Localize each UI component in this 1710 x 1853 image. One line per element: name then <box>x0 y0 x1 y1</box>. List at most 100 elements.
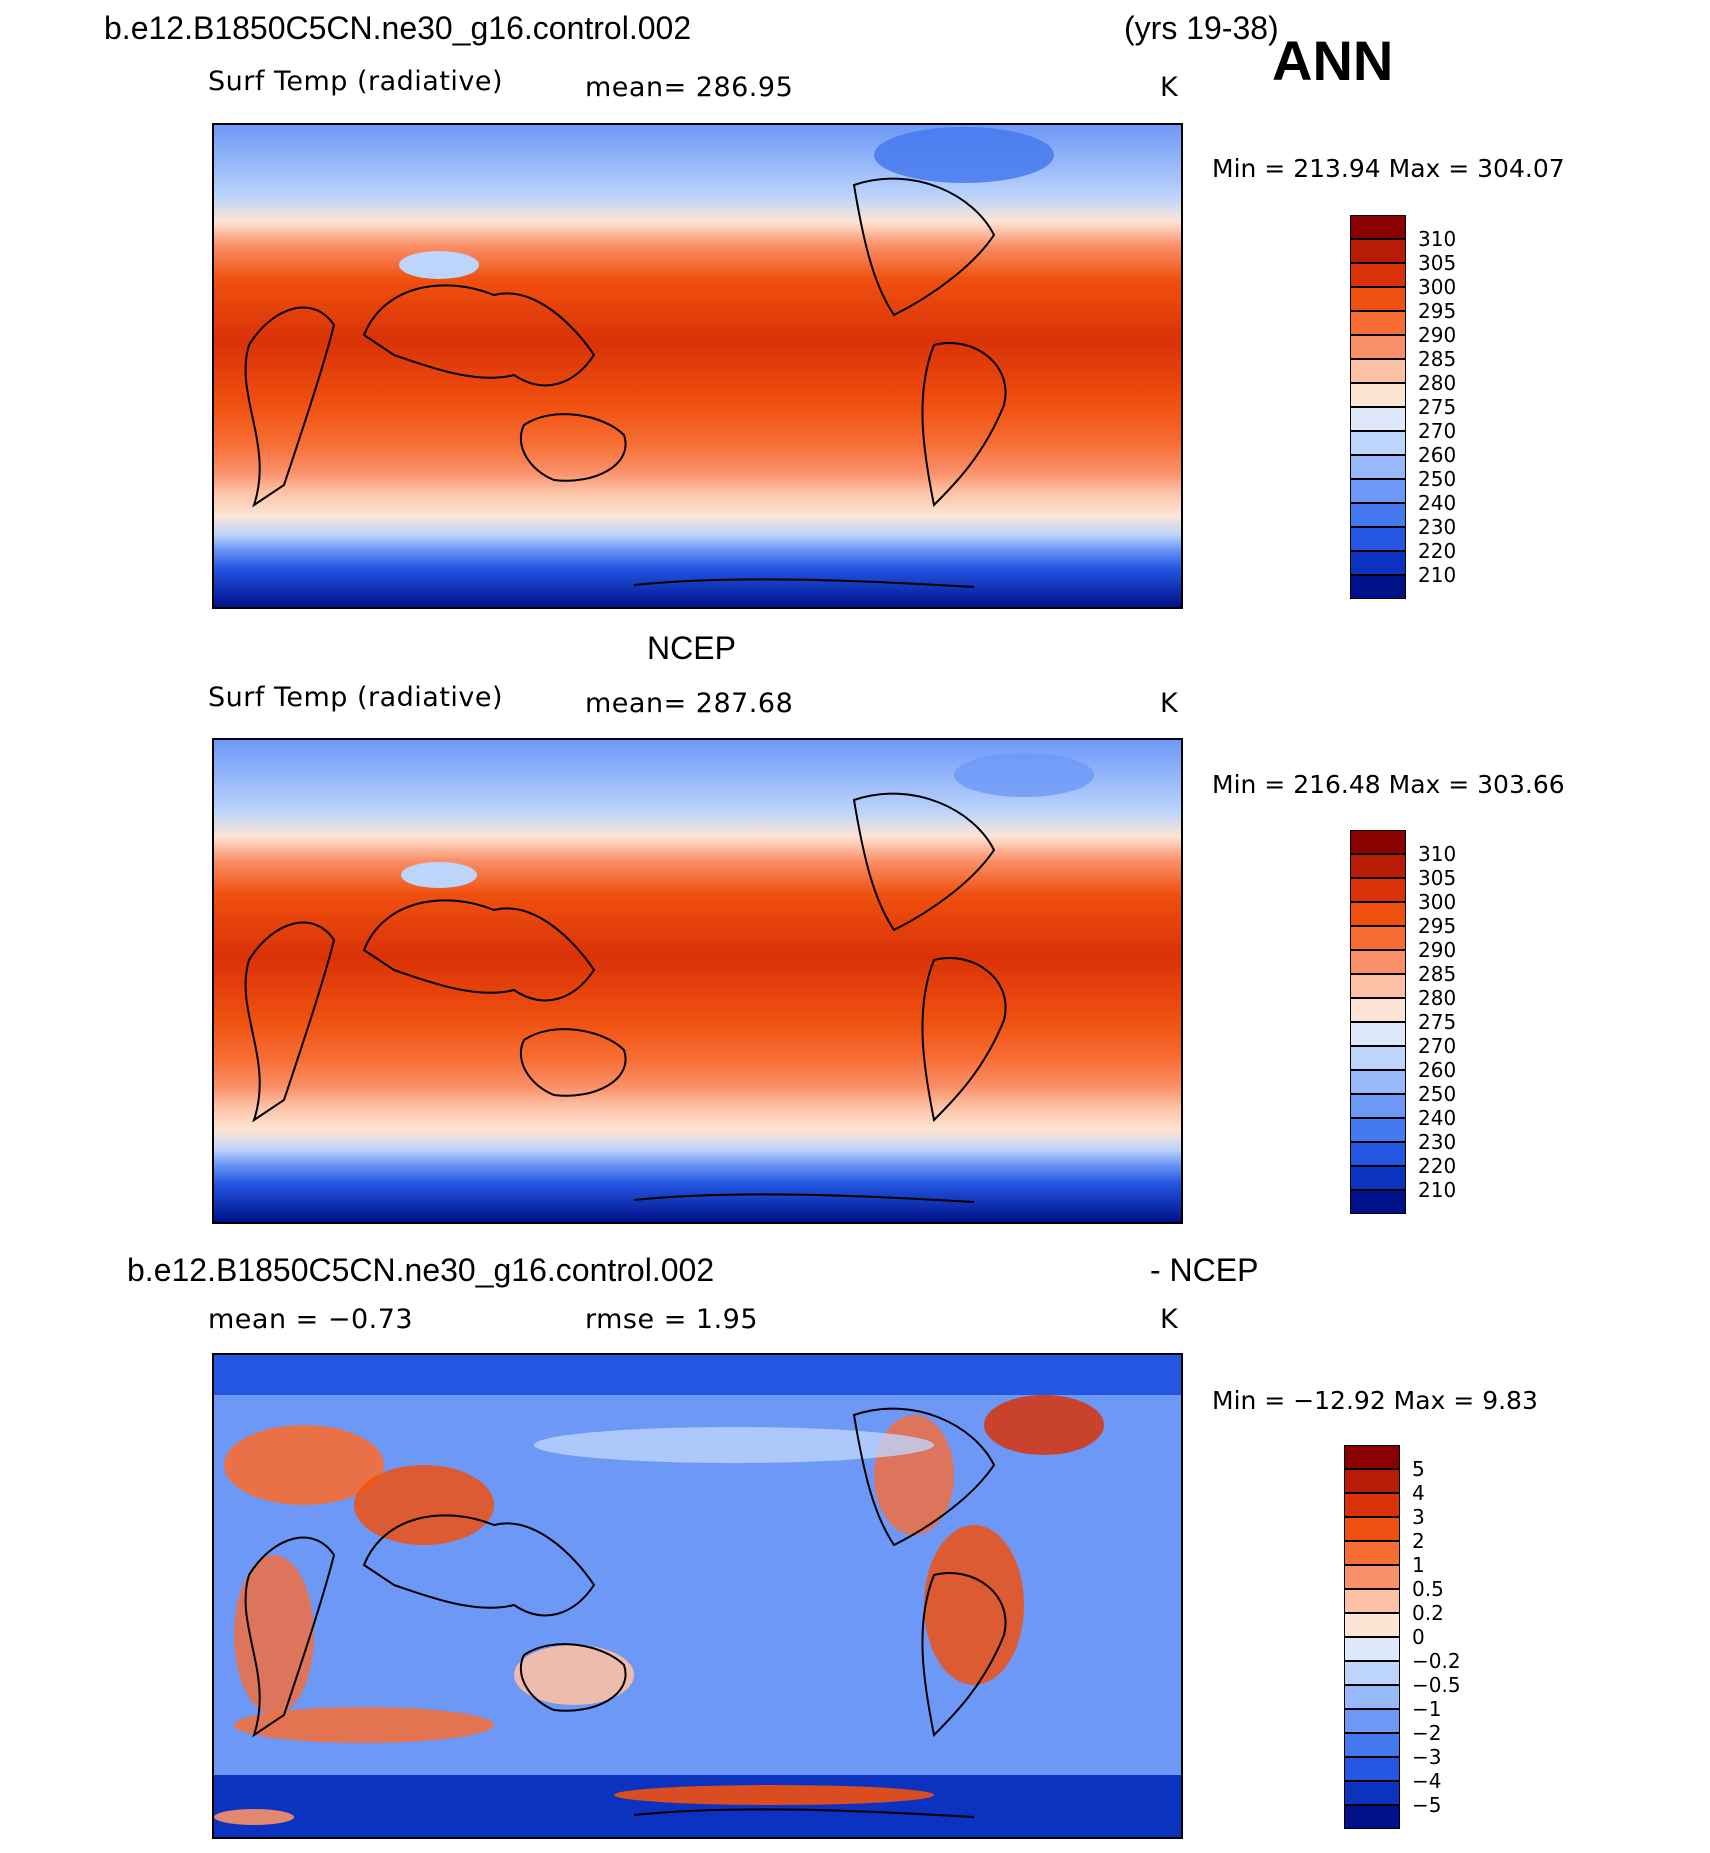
panel1-colorbar-swatch <box>1350 551 1406 575</box>
panel1-colorbar-tick-label: 310 <box>1418 227 1457 251</box>
panel2-colorbar-swatch <box>1350 1094 1406 1118</box>
panel3-colorbar-tick-label: −5 <box>1412 1793 1442 1817</box>
panel1-colorbar-swatch <box>1350 575 1406 599</box>
panel1-colorbar-tick-label: 280 <box>1418 371 1457 395</box>
panel2-colorbar-swatch <box>1350 1046 1406 1070</box>
panel3-colorbar-swatch <box>1344 1589 1400 1613</box>
panel2-colorbar-tick-label: 300 <box>1418 890 1457 914</box>
panel2-colorbar-tick-label: 285 <box>1418 962 1457 986</box>
panel2-colorbar-tick-label: 210 <box>1418 1178 1457 1202</box>
panel3-colorbar-tick-label: 0.5 <box>1412 1577 1444 1601</box>
panel1-colorbar-tick-label: 275 <box>1418 395 1457 419</box>
panel2-colorbar-tick-label: 230 <box>1418 1130 1457 1154</box>
panel1-colorbar-swatch <box>1350 311 1406 335</box>
panel2-colorbar-swatch <box>1350 830 1406 854</box>
panel2-colorbar-tick-label: 305 <box>1418 866 1457 890</box>
panel2-colorbar-tick-label: 240 <box>1418 1106 1457 1130</box>
panel3-difference-field <box>214 1355 1181 1837</box>
panel1-colorbar-tick-label: 270 <box>1418 419 1457 443</box>
panel1-min-max: Min = 213.94 Max = 304.07 <box>1212 154 1565 183</box>
panel3-colorbar-tick-label: 3 <box>1412 1505 1425 1529</box>
panel2-min-max: Min = 216.48 Max = 303.66 <box>1212 770 1565 799</box>
panel2-colorbar-swatch <box>1350 1142 1406 1166</box>
panel1-colorbar-swatch <box>1350 287 1406 311</box>
panel1-variable: Surf Temp (radiative) <box>208 66 504 97</box>
panel2-map <box>212 738 1183 1224</box>
season-label: ANN <box>1272 29 1394 92</box>
panel3-colorbar-swatch <box>1344 1805 1400 1829</box>
panel3-colorbar-swatch <box>1344 1781 1400 1805</box>
panel3-colorbar-tick-label: −1 <box>1412 1697 1442 1721</box>
panel1-colorbar-tick-label: 290 <box>1418 323 1457 347</box>
panel1-colorbar-tick-label: 240 <box>1418 491 1457 515</box>
panel1-colorbar-tick-label: 210 <box>1418 563 1457 587</box>
panel2-colorbar-swatch <box>1350 926 1406 950</box>
panel1-colorbar-swatch <box>1350 479 1406 503</box>
panel1-map <box>212 123 1183 609</box>
panel2-colorbar-tick-label: 250 <box>1418 1082 1457 1106</box>
years-label: (yrs 19-38) <box>1124 10 1279 46</box>
panel1-temperature-field <box>214 125 1181 607</box>
panel1-colorbar-swatch <box>1350 215 1406 239</box>
panel3-title: b.e12.B1850C5CN.ne30_g16.control.002 <box>127 1252 715 1288</box>
panel2-mean: mean= 287.68 <box>585 688 794 719</box>
panel3-colorbar-tick-label: −0.2 <box>1412 1649 1461 1673</box>
panel1-colorbar-tick-label: 220 <box>1418 539 1457 563</box>
panel1-colorbar-swatch <box>1350 527 1406 551</box>
panel2-colorbar-swatch <box>1350 974 1406 998</box>
panel3-colorbar-tick-label: 4 <box>1412 1481 1425 1505</box>
panel2-colorbar-tick-label: 290 <box>1418 938 1457 962</box>
panel1-colorbar-tick-label: 260 <box>1418 443 1457 467</box>
panel1-colorbar-swatch <box>1350 431 1406 455</box>
panel1-colorbar-swatch <box>1350 263 1406 287</box>
panel3-colorbar-tick-label: 2 <box>1412 1529 1425 1553</box>
panel1-colorbar-tick-label: 250 <box>1418 467 1457 491</box>
panel3-colorbar-tick-label: −3 <box>1412 1745 1442 1769</box>
panel2-colorbar-tick-label: 310 <box>1418 842 1457 866</box>
panel3-colorbar-swatch <box>1344 1733 1400 1757</box>
panel3-colorbar-tick-label: −4 <box>1412 1769 1442 1793</box>
panel2-title: NCEP <box>647 630 736 666</box>
panel1-units: K <box>1160 72 1179 103</box>
panel3-colorbar-swatch <box>1344 1637 1400 1661</box>
panel2-colorbar-swatch <box>1350 1190 1406 1214</box>
panel1-colorbar-swatch <box>1350 455 1406 479</box>
panel3-colorbar-swatch <box>1344 1493 1400 1517</box>
panel3-colorbar-swatch <box>1344 1445 1400 1469</box>
panel1-colorbar-swatch <box>1350 335 1406 359</box>
panel3-colorbar-swatch <box>1344 1565 1400 1589</box>
panel1-colorbar-swatch <box>1350 407 1406 431</box>
panel2-colorbar-tick-label: 270 <box>1418 1034 1457 1058</box>
panel2-temperature-field <box>214 740 1181 1222</box>
panel3-mean: mean = −0.73 <box>208 1304 414 1335</box>
panel3-min-max: Min = −12.92 Max = 9.83 <box>1212 1386 1538 1415</box>
panel3-colorbar-tick-label: 1 <box>1412 1553 1425 1577</box>
panel2-colorbar-swatch <box>1350 1070 1406 1094</box>
panel1-colorbar-swatch <box>1350 239 1406 263</box>
panel2-units: K <box>1160 688 1179 719</box>
case-title: b.e12.B1850C5CN.ne30_g16.control.002 <box>104 10 692 46</box>
panel3-units: K <box>1160 1304 1179 1335</box>
panel1-colorbar-swatch <box>1350 359 1406 383</box>
panel3-colorbar-swatch <box>1344 1613 1400 1637</box>
panel2-colorbar-swatch <box>1350 854 1406 878</box>
panel2-colorbar-swatch <box>1350 1118 1406 1142</box>
panel3-rmse: rmse = 1.95 <box>585 1304 759 1335</box>
panel2-colorbar-swatch <box>1350 1022 1406 1046</box>
panel2-colorbar-swatch <box>1350 878 1406 902</box>
panel2-colorbar-swatch <box>1350 950 1406 974</box>
panel2-colorbar-swatch <box>1350 902 1406 926</box>
panel3-colorbar-tick-label: −2 <box>1412 1721 1442 1745</box>
panel1-mean: mean= 286.95 <box>585 72 794 103</box>
panel3-colorbar-tick-label: 0.2 <box>1412 1601 1444 1625</box>
panel3-colorbar-swatch <box>1344 1685 1400 1709</box>
panel3-colorbar-tick-label: 5 <box>1412 1457 1425 1481</box>
panel2-colorbar-tick-label: 220 <box>1418 1154 1457 1178</box>
panel2-colorbar-swatch <box>1350 1166 1406 1190</box>
panel3-colorbar-swatch <box>1344 1709 1400 1733</box>
panel1-colorbar-tick-label: 285 <box>1418 347 1457 371</box>
panel2-colorbar-tick-label: 275 <box>1418 1010 1457 1034</box>
panel3-colorbar-swatch <box>1344 1541 1400 1565</box>
panel3-colorbar-swatch <box>1344 1517 1400 1541</box>
panel3-colorbar-swatch <box>1344 1661 1400 1685</box>
